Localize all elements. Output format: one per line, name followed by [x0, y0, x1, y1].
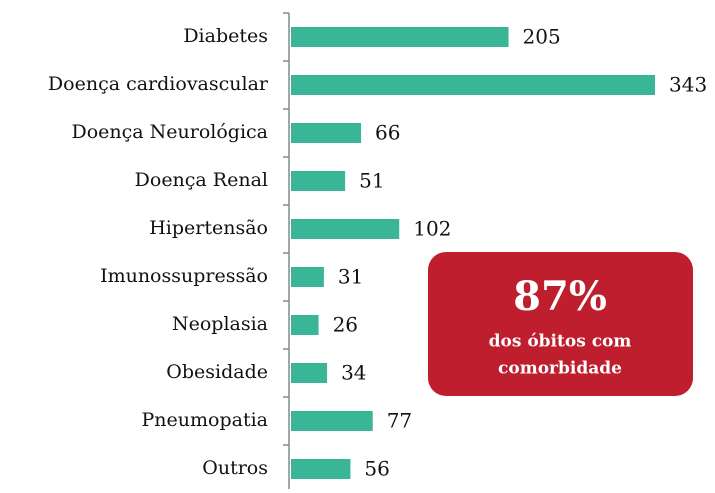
category-label: Obesidade: [166, 361, 268, 383]
value-label: 56: [364, 457, 389, 481]
value-label: 26: [333, 313, 358, 337]
annotation-line: comorbidade: [498, 359, 622, 379]
value-label: 102: [413, 217, 451, 241]
bar: [291, 123, 362, 143]
value-label: 343: [669, 73, 707, 97]
bar: [291, 219, 400, 239]
bar: [291, 411, 373, 431]
bar: [291, 315, 319, 335]
category-label: Hipertensão: [149, 217, 268, 239]
annotation-headline: 87%: [513, 273, 607, 320]
annotation-line: dos óbitos com: [489, 332, 632, 352]
value-label: 34: [341, 361, 366, 385]
bar: [291, 267, 324, 287]
category-label: Neoplasia: [172, 313, 268, 335]
category-label: Doença Neurológica: [71, 121, 268, 143]
value-label: 205: [523, 25, 561, 49]
value-label: 31: [338, 265, 363, 289]
category-label: Outros: [202, 457, 268, 479]
category-label: Doença Renal: [135, 169, 268, 191]
bar: [291, 363, 328, 383]
annotation-box: 87% dos óbitos com comorbidade: [428, 252, 693, 396]
value-label: 66: [375, 121, 400, 145]
bar: [291, 171, 346, 191]
annotation-background: [428, 252, 693, 396]
category-label: Doença cardiovascular: [48, 73, 269, 95]
value-label: 77: [387, 409, 412, 433]
category-label: Diabetes: [183, 25, 268, 47]
category-label: Pneumopatia: [142, 409, 269, 431]
bar: [291, 75, 655, 95]
bar: [291, 459, 351, 479]
bar: [291, 27, 509, 47]
value-label: 51: [359, 169, 384, 193]
category-label: Imunossupressão: [100, 265, 268, 287]
